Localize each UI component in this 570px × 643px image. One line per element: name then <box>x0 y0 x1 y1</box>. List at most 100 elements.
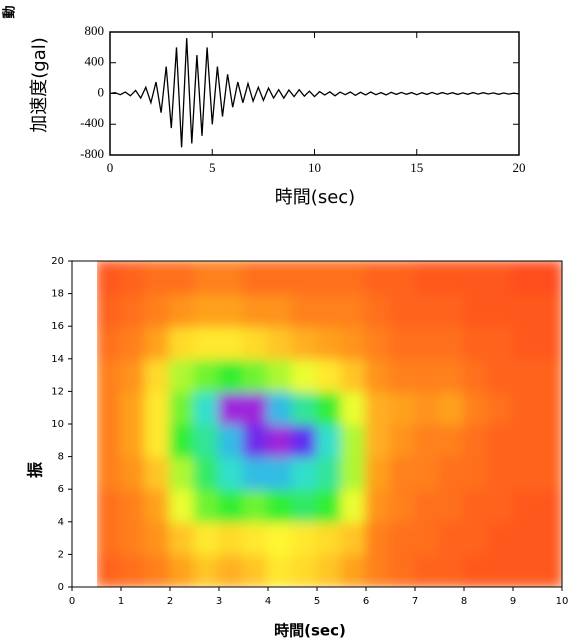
heat-cell <box>438 455 465 491</box>
heat-cell <box>169 261 196 295</box>
y-axis-label: 加速度(gal) <box>29 37 50 133</box>
heat-cell <box>389 520 416 556</box>
heat-cell <box>414 390 441 425</box>
heat-cell <box>512 423 539 458</box>
heat-cell <box>316 325 343 360</box>
heat-cell <box>97 488 122 523</box>
heat-cell <box>340 455 367 491</box>
x-tick-label: 3 <box>216 596 222 607</box>
heat-cell <box>463 357 490 393</box>
x-tick-label: 7 <box>412 596 418 607</box>
x-tick-label: 2 <box>167 596 173 607</box>
heat-cell <box>512 520 539 556</box>
heat-cell <box>340 357 367 393</box>
heat-cell <box>169 325 196 360</box>
y-tick-label: 400 <box>85 54 105 69</box>
heat-cell <box>340 553 367 587</box>
heat-cell <box>512 455 539 491</box>
heat-cell <box>120 390 147 425</box>
heat-cell <box>389 261 416 295</box>
heat-cell <box>144 357 171 393</box>
heat-cell <box>291 325 318 360</box>
heat-cell <box>242 488 269 523</box>
x-tick-label: 10 <box>308 160 321 175</box>
heat-cell <box>463 261 490 295</box>
x-tick-label: 5 <box>314 596 320 607</box>
heat-cell <box>97 357 122 393</box>
heat-cell <box>291 357 318 393</box>
heat-cell <box>487 423 514 458</box>
heat-cell <box>487 390 514 425</box>
y-tick-label: 18 <box>51 289 64 300</box>
y-tick-label: 8 <box>58 452 64 463</box>
heat-cell <box>389 553 416 587</box>
x-tick-label: 1 <box>118 596 124 607</box>
heat-cell <box>120 488 147 523</box>
heat-cell <box>438 390 465 425</box>
heat-cell <box>487 261 514 295</box>
heat-cell <box>414 423 441 458</box>
heat-cell <box>267 357 294 393</box>
heat-cell <box>267 423 294 458</box>
heat-cell <box>218 520 245 556</box>
heat-cell <box>438 261 465 295</box>
x-axis-label: 時間(sec) <box>274 622 346 640</box>
x-tick-label: 6 <box>363 596 369 607</box>
heat-cell <box>365 261 392 295</box>
heat-cell <box>438 520 465 556</box>
y-tick-label: -400 <box>80 115 104 130</box>
heat-cell <box>365 520 392 556</box>
heat-cell <box>218 488 245 523</box>
heat-cell <box>512 357 539 393</box>
heat-cell <box>291 390 318 425</box>
heat-cell <box>316 292 343 328</box>
heat-cell <box>218 553 245 587</box>
heat-cell <box>340 325 367 360</box>
heat-cell <box>242 520 269 556</box>
heat-cell <box>438 357 465 393</box>
heat-cell <box>193 261 220 295</box>
heat-cell <box>536 325 562 360</box>
y-tick-label: 0 <box>58 582 64 593</box>
heat-cell <box>365 390 392 425</box>
heat-cell <box>512 390 539 425</box>
heat-cell <box>291 423 318 458</box>
heat-cell <box>218 357 245 393</box>
y-tick-label: 16 <box>51 321 64 332</box>
heat-cell <box>120 357 147 393</box>
heat-cell <box>169 357 196 393</box>
heat-cell <box>389 488 416 523</box>
heat-cell <box>267 553 294 587</box>
heat-cell <box>414 520 441 556</box>
heat-cell <box>267 455 294 491</box>
heat-cell <box>340 423 367 458</box>
heat-cell <box>144 261 171 295</box>
heat-cell <box>267 292 294 328</box>
heat-cell <box>242 357 269 393</box>
heat-cell <box>169 423 196 458</box>
heat-cell <box>512 292 539 328</box>
y-axis-label: 振 <box>26 462 45 478</box>
heat-cell <box>389 325 416 360</box>
heat-cell <box>120 325 147 360</box>
heat-cell <box>242 390 269 425</box>
heat-cell <box>169 455 196 491</box>
heat-cell <box>316 520 343 556</box>
heat-cell <box>193 455 220 491</box>
y-tick-label: 2 <box>58 549 64 560</box>
heat-cell <box>144 423 171 458</box>
heatmap <box>97 261 562 587</box>
heat-cell <box>144 325 171 360</box>
heat-cell <box>144 553 171 587</box>
heat-cell <box>463 553 490 587</box>
heat-cell <box>267 520 294 556</box>
heat-cell <box>267 390 294 425</box>
x-tick-label: 0 <box>69 596 75 607</box>
heat-cell <box>97 520 122 556</box>
heat-cell <box>169 520 196 556</box>
heat-cell <box>340 292 367 328</box>
y-tick-label: 4 <box>58 517 64 528</box>
heat-cell <box>144 488 171 523</box>
y-tick-label: 12 <box>51 386 64 397</box>
